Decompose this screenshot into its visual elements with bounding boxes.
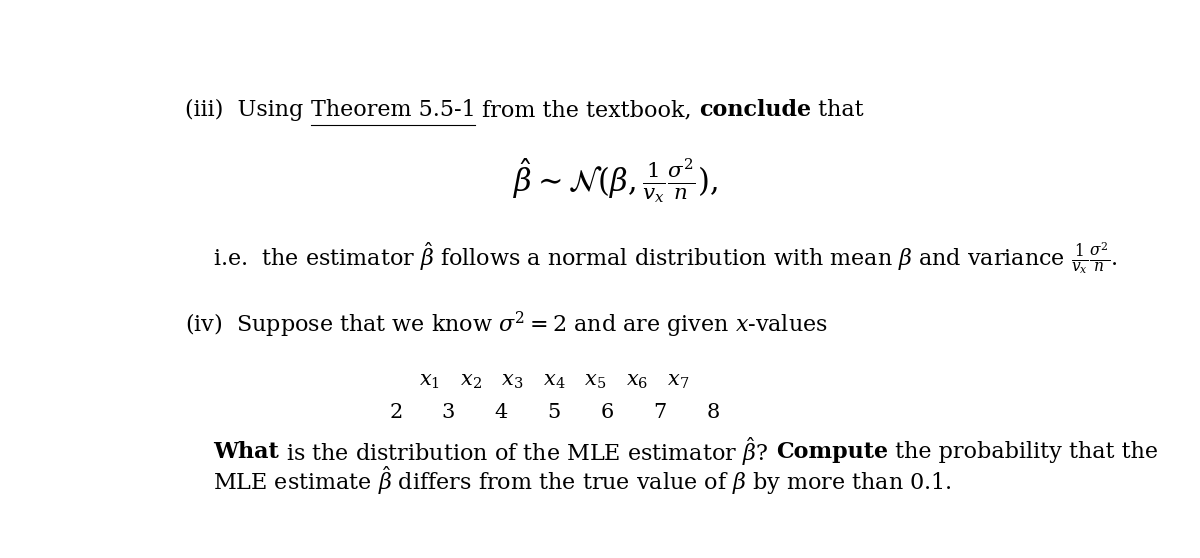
Text: the probability that the: the probability that the: [888, 440, 1158, 463]
Text: $x_1 \quad x_2 \quad x_3 \quad x_4 \quad x_5 \quad x_6 \quad x_7$: $x_1 \quad x_2 \quad x_3 \quad x_4 \quad…: [419, 372, 690, 391]
Text: conclude: conclude: [700, 99, 811, 121]
Text: What: What: [214, 440, 278, 463]
Text: Compute: Compute: [776, 440, 888, 463]
Text: from the textbook,: from the textbook,: [475, 99, 700, 121]
Text: that: that: [811, 99, 864, 121]
Text: Theorem 5.5-1: Theorem 5.5-1: [311, 99, 475, 121]
Text: i.e.  the estimator $\hat{\beta}$ follows a normal distribution with mean $\beta: i.e. the estimator $\hat{\beta}$ follows…: [214, 240, 1118, 276]
Text: (iv)  Suppose that we know $\sigma^2 = 2$ and are given $x$-values: (iv) Suppose that we know $\sigma^2 = 2$…: [185, 310, 828, 340]
Text: MLE estimate $\hat{\beta}$ differs from the true value of $\beta$ by more than 0: MLE estimate $\hat{\beta}$ differs from …: [214, 464, 952, 497]
Text: (iii)  Using: (iii) Using: [185, 99, 311, 121]
Text: is the distribution of the MLE estimator $\hat{\beta}$?: is the distribution of the MLE estimator…: [278, 435, 776, 468]
Text: $2 \quad\quad 3 \quad\quad 4 \quad\quad 5 \quad\quad 6 \quad\quad 7 \quad\quad 8: $2 \quad\quad 3 \quad\quad 4 \quad\quad …: [389, 403, 720, 422]
Text: $\hat{\beta} \sim \mathcal{N}(\beta, \frac{1}{v_x}\frac{\sigma^2}{n}),$: $\hat{\beta} \sim \mathcal{N}(\beta, \fr…: [512, 156, 718, 205]
